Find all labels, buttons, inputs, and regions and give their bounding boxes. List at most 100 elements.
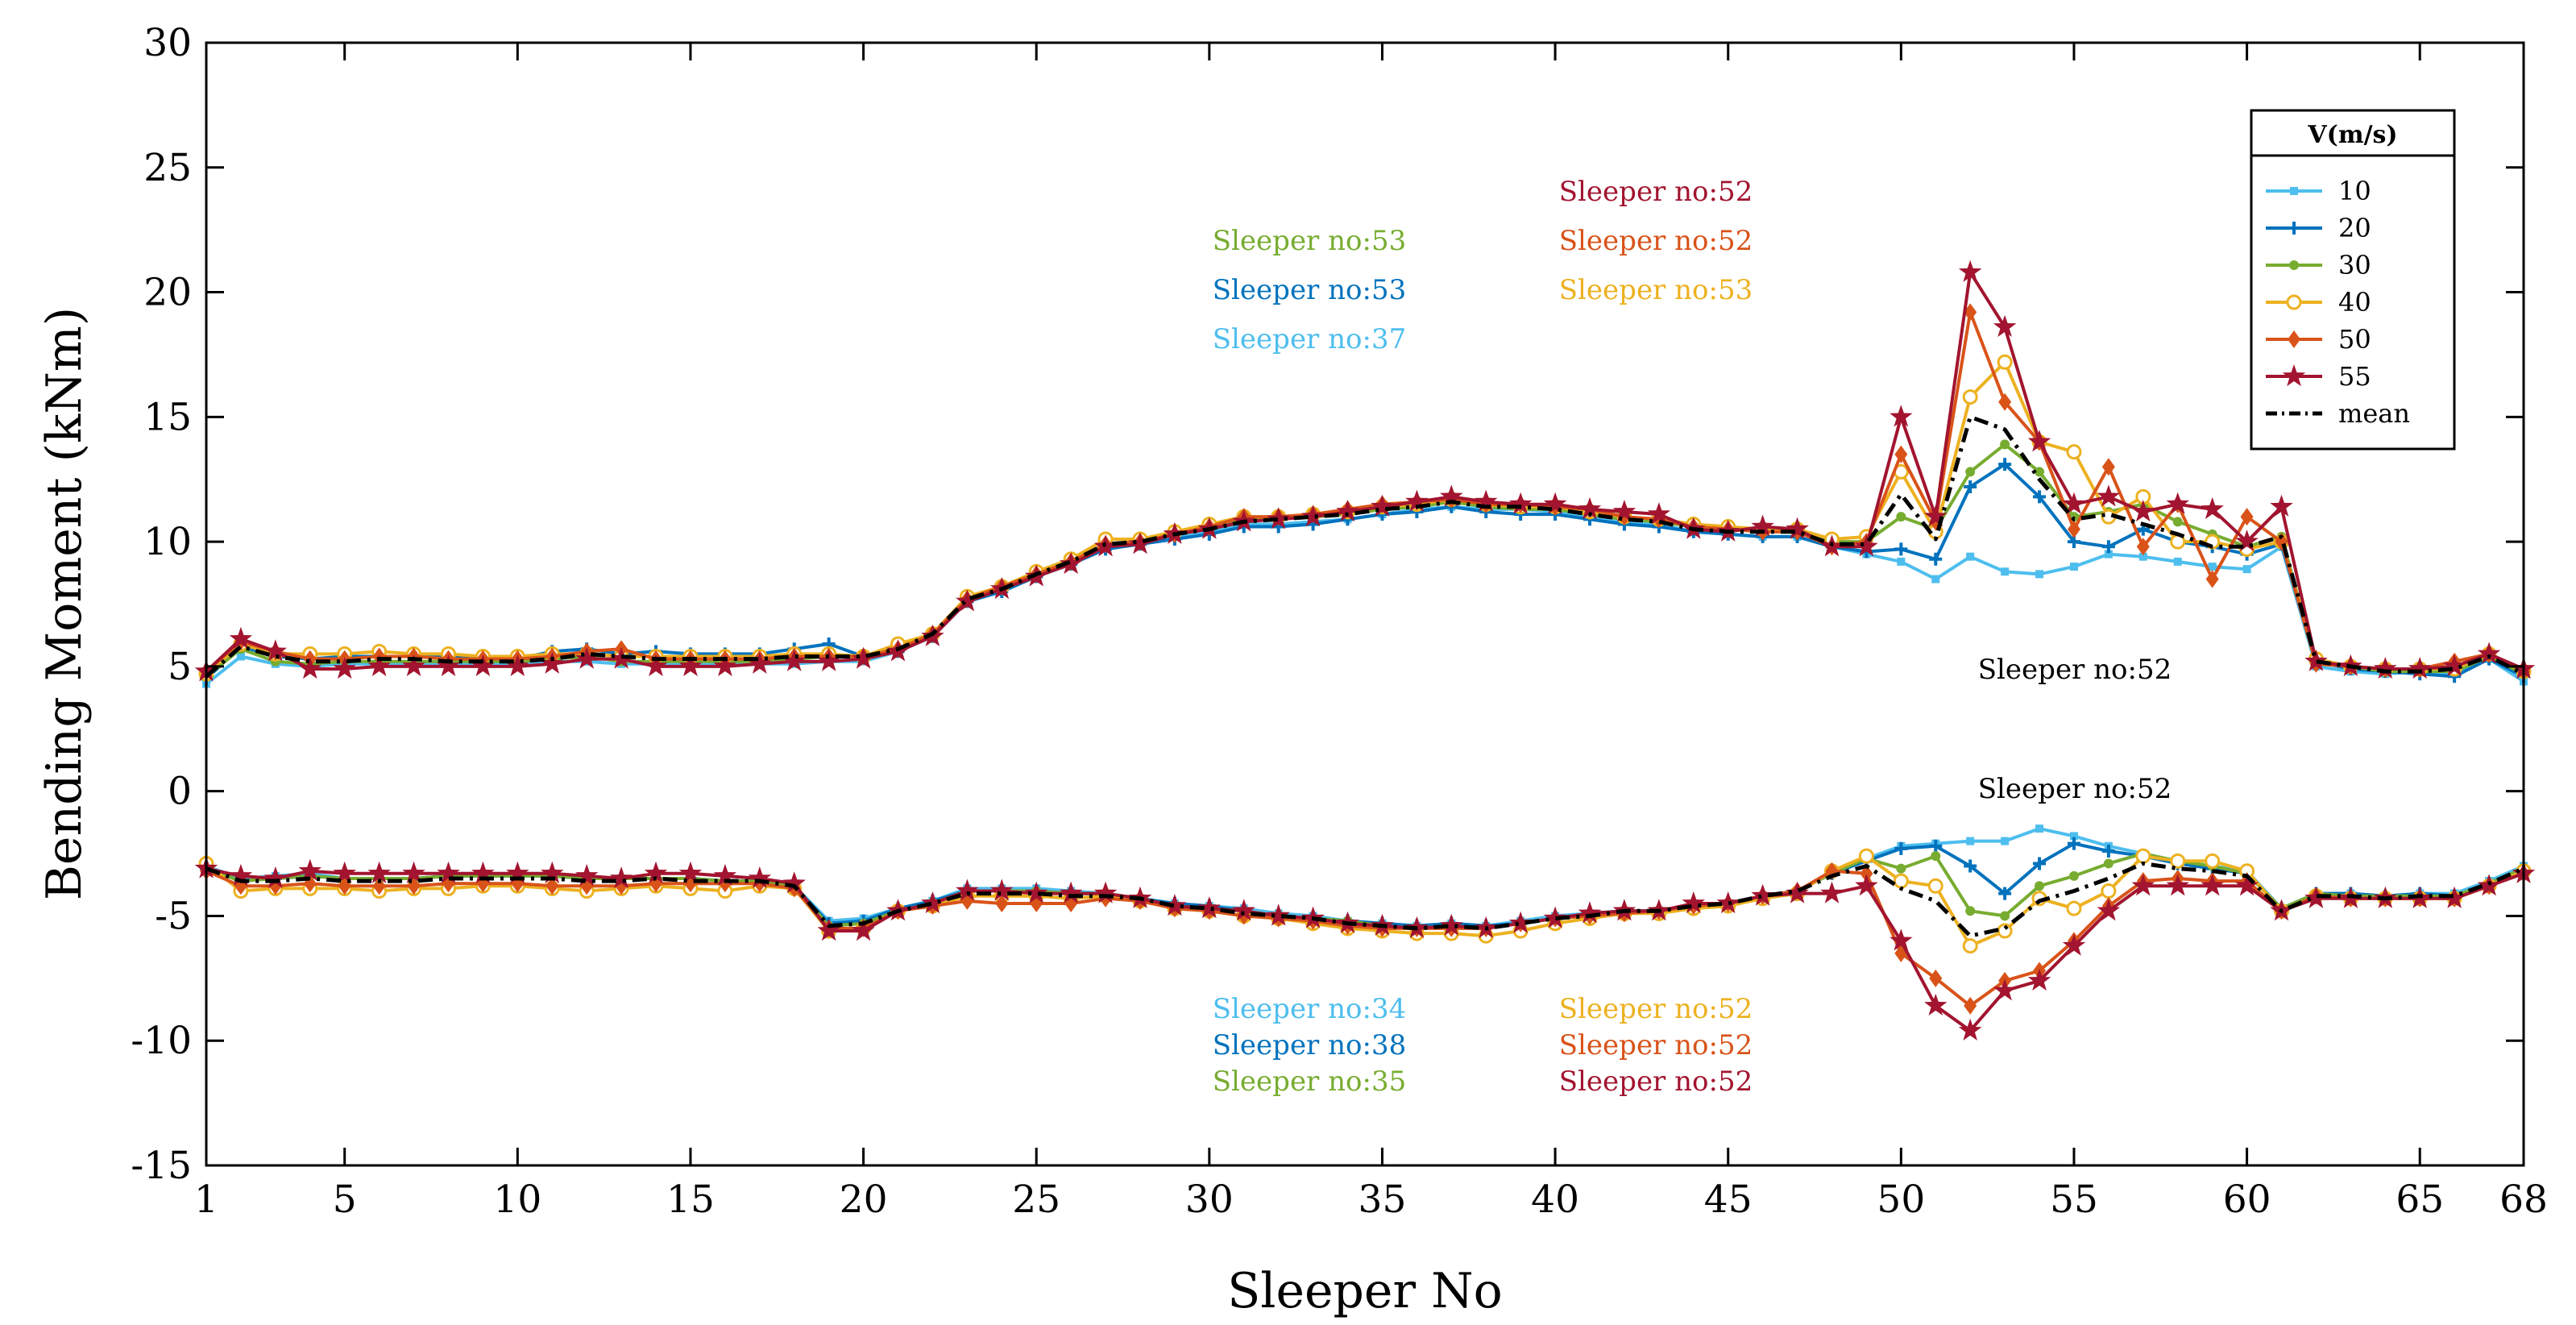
series-40-neg-point — [1893, 873, 1909, 889]
series-30-neg-point — [2035, 881, 2045, 891]
series-50-pos-point — [2101, 458, 2115, 476]
series-55-pos-point — [2408, 657, 2432, 679]
series-55-pos-point — [1440, 484, 1463, 507]
series-55-pos-point — [1993, 314, 2017, 337]
series-55-pos-point — [713, 654, 737, 676]
series-55-neg-point — [1855, 874, 1878, 896]
series-55-neg-point — [575, 863, 599, 887]
series-50-pos-point — [2240, 508, 2254, 526]
series-55-neg-point — [1958, 1018, 1982, 1040]
series-50-neg-point — [372, 877, 386, 895]
y-tick-label: -10 — [131, 1019, 192, 1063]
legend-entry-30: 30 — [2266, 250, 2371, 280]
series-55-pos-point — [1508, 492, 1533, 514]
series-55-neg-point — [1267, 903, 1290, 926]
series-20-neg-point — [1964, 859, 1977, 873]
series-55-neg-point — [852, 919, 875, 941]
annotation-min-left: Sleeper no:35 — [1213, 1065, 1406, 1098]
series-20-pos-point — [1964, 480, 1977, 494]
series-10-pos-point — [1931, 575, 1940, 584]
series-30-neg-point — [2103, 858, 2113, 869]
series-55-pos-point — [1889, 405, 1913, 427]
series-55-pos-point — [263, 639, 288, 662]
series-40-neg-point — [1927, 878, 1943, 894]
legend-entry-20: 20 — [2266, 213, 2371, 243]
series-50-pos-point — [1894, 445, 1908, 463]
series-55-neg-point — [2201, 874, 2224, 896]
series-55-neg-point — [1578, 901, 1602, 924]
series-55-pos-point — [2477, 642, 2501, 664]
series-10-pos-point — [2242, 565, 2251, 574]
x-axis-label: Sleeper No — [1227, 1263, 1503, 1319]
series-40-pos-point — [1962, 389, 1978, 405]
series-20-neg-point — [1998, 887, 2012, 900]
series-30-pos-point — [1965, 467, 1976, 477]
annotation-min-right: Sleeper no:52 — [1559, 1029, 1753, 1061]
series-55-pos-point — [1578, 496, 1602, 519]
series-55-neg-point — [1232, 899, 1255, 921]
legend-label: 50 — [2338, 324, 2371, 355]
y-tick-label: 0 — [168, 770, 192, 814]
series-55-pos-point — [1924, 505, 1948, 527]
series-30-neg-point — [1896, 863, 1906, 874]
x-tick-label: 68 — [2499, 1178, 2548, 1222]
annotation-min-left: Sleeper no:34 — [1213, 993, 1406, 1025]
series-20-neg-point — [2067, 837, 2080, 850]
series-55-pos-point — [2304, 649, 2328, 671]
series-55-neg-point — [1682, 891, 1706, 914]
x-tick-label: 5 — [333, 1178, 357, 1222]
series-10-neg-point — [2035, 824, 2044, 833]
series-55-pos-point — [1543, 492, 1567, 514]
series-55-neg-point — [1163, 894, 1187, 916]
series-55-neg-point — [782, 871, 806, 894]
series-50-pos-point — [1964, 303, 1977, 322]
series-55-neg-point — [748, 866, 772, 889]
y-tick-label: 10 — [143, 520, 192, 564]
series-30-pos-point — [2000, 439, 2010, 450]
series-30-pos-point — [2035, 467, 2045, 477]
series-55-pos-point — [2166, 492, 2189, 514]
series-55-neg-point — [2062, 933, 2086, 956]
series-55-neg-point — [2027, 968, 2051, 991]
series-10-pos-point — [2104, 550, 2113, 559]
series-55-pos-point — [367, 654, 391, 676]
series-55-pos-point — [333, 657, 356, 679]
series-55-neg-point — [229, 863, 253, 887]
legend-label: 20 — [2338, 213, 2371, 243]
series-55-neg-point — [1197, 896, 1222, 919]
legend-label: 55 — [2338, 361, 2371, 392]
series-55-neg-point — [609, 866, 633, 889]
legend-swatch-marker — [2289, 260, 2299, 270]
series-10-neg-point — [2001, 837, 2010, 845]
series-mean-pos-line — [205, 414, 2525, 679]
series-30-neg-point — [1931, 851, 1941, 862]
y-axis-label: Bending Moment (kNm) — [36, 307, 93, 900]
annotation-min-right: Sleeper no:52 — [1559, 993, 1753, 1025]
series-55-pos-point — [1475, 489, 1498, 512]
series-55-neg-point — [921, 891, 944, 914]
series-50-neg-point — [1860, 864, 1873, 883]
series-20-pos-point — [2033, 490, 2047, 504]
series-55-neg-point — [1786, 881, 1809, 903]
series-40-neg-point — [2066, 900, 2082, 916]
series-layer — [194, 260, 2536, 1040]
series-55-pos-point — [2027, 430, 2051, 452]
x-tick-label: 10 — [493, 1178, 541, 1222]
series-10-neg-point — [1966, 837, 1975, 845]
series-50-pos-point — [1998, 393, 2012, 411]
series-30-pos-point — [1896, 512, 1906, 522]
x-tick-label: 15 — [666, 1178, 715, 1222]
series-55-pos-point — [402, 654, 425, 676]
series-10-pos-point — [2208, 563, 2217, 571]
series-55-neg-point — [263, 866, 288, 889]
series-55-pos-point — [1405, 489, 1429, 512]
series-10-pos-point — [2173, 557, 2182, 566]
series-40-pos-point — [2066, 444, 2082, 460]
series-55-pos-point — [2062, 492, 2086, 514]
legend-swatch-marker — [2290, 187, 2298, 195]
series-55-pos-point — [229, 626, 253, 649]
series-55-pos-point — [678, 654, 703, 676]
ticks-layer: 1 5 10 15 20 25 30 35 40 45 50 55 60 65 68-15-10-50510… — [131, 21, 2548, 1222]
series-30-neg-point — [2068, 870, 2079, 881]
x-tick-label: 50 — [1877, 1178, 1925, 1222]
